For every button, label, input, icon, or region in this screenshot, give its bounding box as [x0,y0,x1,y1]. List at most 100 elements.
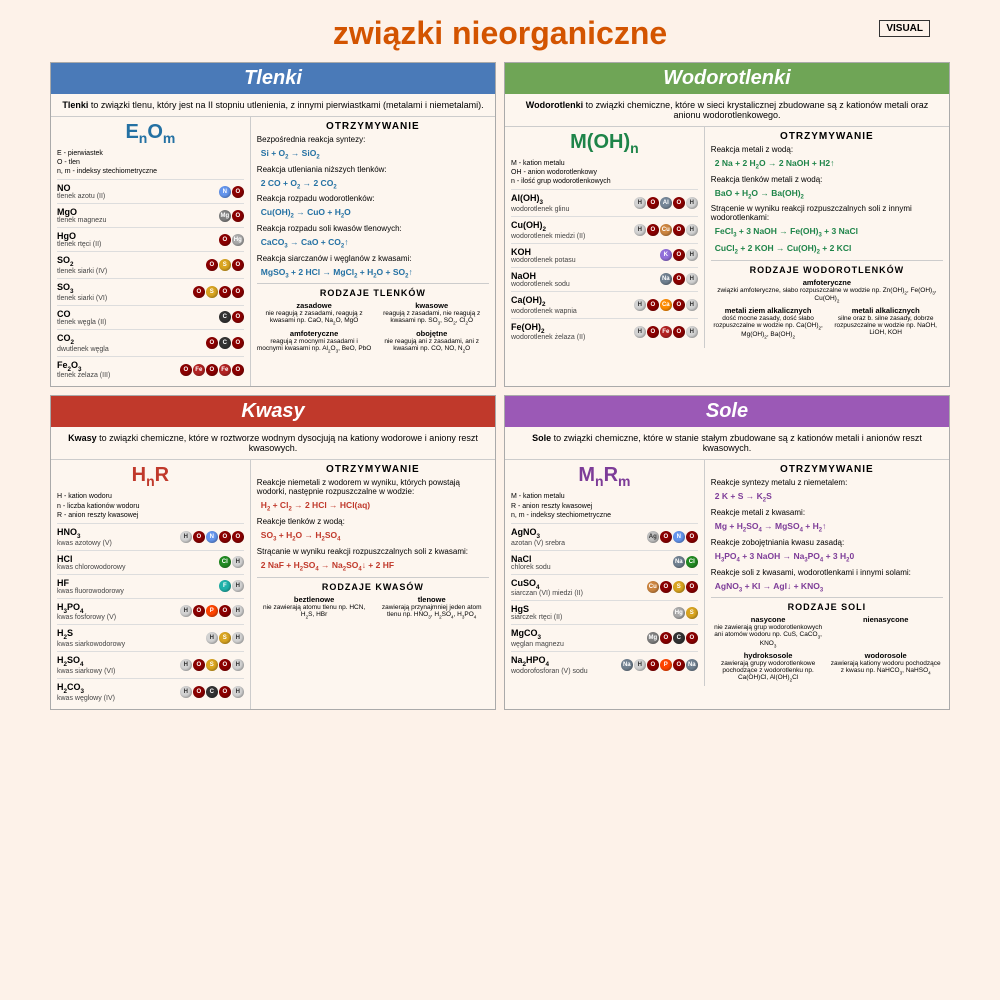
type-item: kwasowereagują z zasadami, nie reagują z… [374,301,489,325]
main-title: związki nieorganiczne [50,15,950,52]
types-heading: RODZAJE TLENKÓW [257,288,489,298]
molecule-icon: HOAlOH [634,197,698,209]
molecule-icon: HOCuOH [634,224,698,236]
section-definition: Kwasy to związki chemiczne, które w rozt… [51,427,495,460]
section-header: Kwasy [51,396,495,427]
types-box: RODZAJE WODOROTLENKÓW amfoterycznezwiązki… [711,260,943,339]
molecule-icon: OHg [219,234,244,246]
reaction-equation: MgSO3 + 2 HCl → MgCl2 + H2O + SO2↑ [261,267,489,280]
compound-row: CuSO4siarczan (VI) miedzi (II)CuOSO [511,574,698,601]
general-formula: M(OH)n [511,131,698,156]
reaction-equation: SO3 + H2O → H2SO4 [261,530,489,543]
formula-legend: M - kation metaluOH - anion wodorotlenko… [511,159,698,186]
compound-row: SO3tlenek siarki (VI)OSOO [57,278,244,305]
reaction-equation: Si + O2 → SiO2 [261,148,489,161]
molecule-icon: NO [219,186,244,198]
section-header: Wodorotlenki [505,63,949,94]
sections-grid: TlenkiTlenki to związki tlenu, który jes… [50,62,950,710]
reaction-equation: BaO + H2O → Ba(OH)2 [715,188,943,201]
left-column: M(OH)n M - kation metaluOH - anion wodoro… [505,127,705,348]
reaction-equation: AgNO3 + KI → AgI↓ + KNO3 [715,581,943,594]
obtain-heading: OTRZYMYWANIE [711,131,943,142]
reaction-equation: Cu(OH)2 → CuO + H2O [261,207,489,220]
compound-row: MgCO3węglan magnezuMgOCO [511,624,698,651]
compound-row: H3PO4kwas fosforowy (V)HOPOH [57,598,244,625]
compound-row: HFkwas fluorowodorowyFH [57,574,244,598]
type-item: zasadowenie reagują z zasadami, reagują … [257,301,372,325]
compound-list: AgNO3azotan (V) srebraAgONONaClchlorek s… [511,523,698,678]
right-column: OTRZYMYWANIE Reakcja metali z wodą: 2 Na +… [705,127,949,348]
compound-list: Al(OH)3wodorotlenek glinuHOAlOHCu(OH)2wo… [511,189,698,344]
compound-row: Ca(OH)2wodorotlenek wapniaHOCaOH [511,291,698,318]
molecule-icon: HOCOH [180,686,244,698]
reaction-equation: 2 Na + 2 H2O → 2 NaOH + H2↑ [715,158,943,171]
section-kwasy: KwasyKwasy to związki chemiczne, które w… [50,395,496,709]
reaction-desc: Strącanie w wyniku reakcji rozpuszczalny… [257,547,489,556]
molecule-icon: ClH [219,556,244,568]
compound-row: AgNO3azotan (V) srebraAgONO [511,523,698,550]
types-heading: RODZAJE SOLI [711,602,943,612]
obtain-heading: OTRZYMYWANIE [257,121,489,132]
reaction-equation: H3PO4 + 3 NaOH → Na3PO4 + 3 H20 [715,551,943,564]
type-item: amfoterycznezwiązki amfoteryczne, słabo … [711,278,943,304]
compound-row: COtlenek węgla (II)CO [57,305,244,329]
compound-row: H2SO4kwas siarkowy (VI)HOSOH [57,651,244,678]
reaction-desc: Strącenie w wyniku reakcji rozpuszczalny… [711,204,943,222]
obtain-heading: OTRZYMYWANIE [257,464,489,475]
general-formula: EnOm [57,121,244,146]
compound-list: NOtlenek azotu (II)NOMgOtlenek magnezuMg… [57,179,244,382]
reaction-equation: CaCO3 → CaO + CO2↑ [261,237,489,250]
molecule-icon: HOPOH [180,605,244,617]
reaction-desc: Reakcja rozpadu wodorotlenków: [257,194,489,203]
obtain-heading: OTRZYMYWANIE [711,464,943,475]
reaction-desc: Reakcja metali z wodą: [711,145,943,154]
types-box: RODZAJE TLENKÓW zasadowenie reagują z zas… [257,283,489,353]
compound-row: H2CO3kwas węglowy (IV)HOCOH [57,678,244,705]
reaction-equation: 2 NaF + H2SO4 → Na2SO4↓ + 2 HF [261,560,489,573]
molecule-icon: HOCaOH [634,299,698,311]
molecule-icon: CO [219,311,244,323]
compound-row: HgOtlenek rtęci (II)OHg [57,227,244,251]
reaction-desc: Reakcja tlenków metali z wodą: [711,175,943,184]
compound-row: SO2tlenek siarki (IV)OSO [57,251,244,278]
reaction-desc: Reakcje niemetali z wodorem w wyniku, kt… [257,478,489,496]
type-item: beztlenowenie zawierają atomu tlenu np. … [257,595,372,619]
reaction-equation: H2 + Cl2 → 2 HCl → HCl(aq) [261,500,489,513]
left-column: HnRH - kation wodorun - liczba kationów … [51,460,251,708]
reaction-desc: Reakcje soli z kwasami, wodorotlenkami i… [711,568,943,577]
compound-row: NOtlenek azotu (II)NO [57,179,244,203]
compound-row: Al(OH)3wodorotlenek glinuHOAlOH [511,189,698,216]
section-sole: SoleSole to związki chemiczne, które w s… [504,395,950,709]
section-wodorotlenki: WodorotlenkiWodorotlenki to związki chem… [504,62,950,387]
types-box: RODZAJE KWASÓW beztlenowenie zawierają at… [257,577,489,619]
compound-row: KOHwodorotlenek potasuKOH [511,243,698,267]
compound-list: HNO3kwas azotowy (V)HONOOHClkwas chlorow… [57,523,244,705]
compound-row: HNO3kwas azotowy (V)HONOO [57,523,244,550]
molecule-icon: NaOH [660,273,698,285]
reaction-equation: 2 CO + O2 → 2 CO2 [261,178,489,191]
reaction-equation: 2 K + S → K2S [715,491,943,504]
molecule-icon: HgS [673,607,698,619]
logo-badge: VISUAL [879,20,930,37]
compound-row: HgSsiarczek rtęci (II)HgS [511,600,698,624]
types-heading: RODZAJE KWASÓW [257,582,489,592]
molecule-icon: KOH [660,249,698,261]
reaction-equation: CuCl2 + 2 KOH → Cu(OH)2 + 2 KCl [715,243,943,256]
reaction-equation: Mg + H2SO4 → MgSO4 + H2↑ [715,521,943,534]
molecule-icon: OSOO [193,286,244,298]
compound-row: Na2HPO4wodorofosforan (V) soduNaHOPONa [511,651,698,678]
reaction-desc: Bezpośrednia reakcja syntezy: [257,135,489,144]
reaction-desc: Reakcja utleniania niższych tlenków: [257,165,489,174]
type-item: wodorosolezawierają kationy wodoru pocho… [828,651,943,682]
molecule-icon: OSO [206,259,244,271]
molecule-icon: MgO [219,210,244,222]
general-formula: MnRm [511,464,698,489]
formula-legend: M - kation metaluR - anion reszty kwasow… [511,492,698,519]
molecule-icon: HSH [206,632,244,644]
section-header: Tlenki [51,63,495,94]
reaction-desc: Reakcje syntezy metalu z niemetalem: [711,478,943,487]
left-column: EnOmE - pierwiastekO - tlenn, m - indeks… [51,117,251,386]
compound-row: NaClchlorek soduNaCl [511,550,698,574]
type-item: metali ziem alkalicznychdość mocne zasad… [711,306,826,339]
types-heading: RODZAJE WODOROTLENKÓW [711,265,943,275]
